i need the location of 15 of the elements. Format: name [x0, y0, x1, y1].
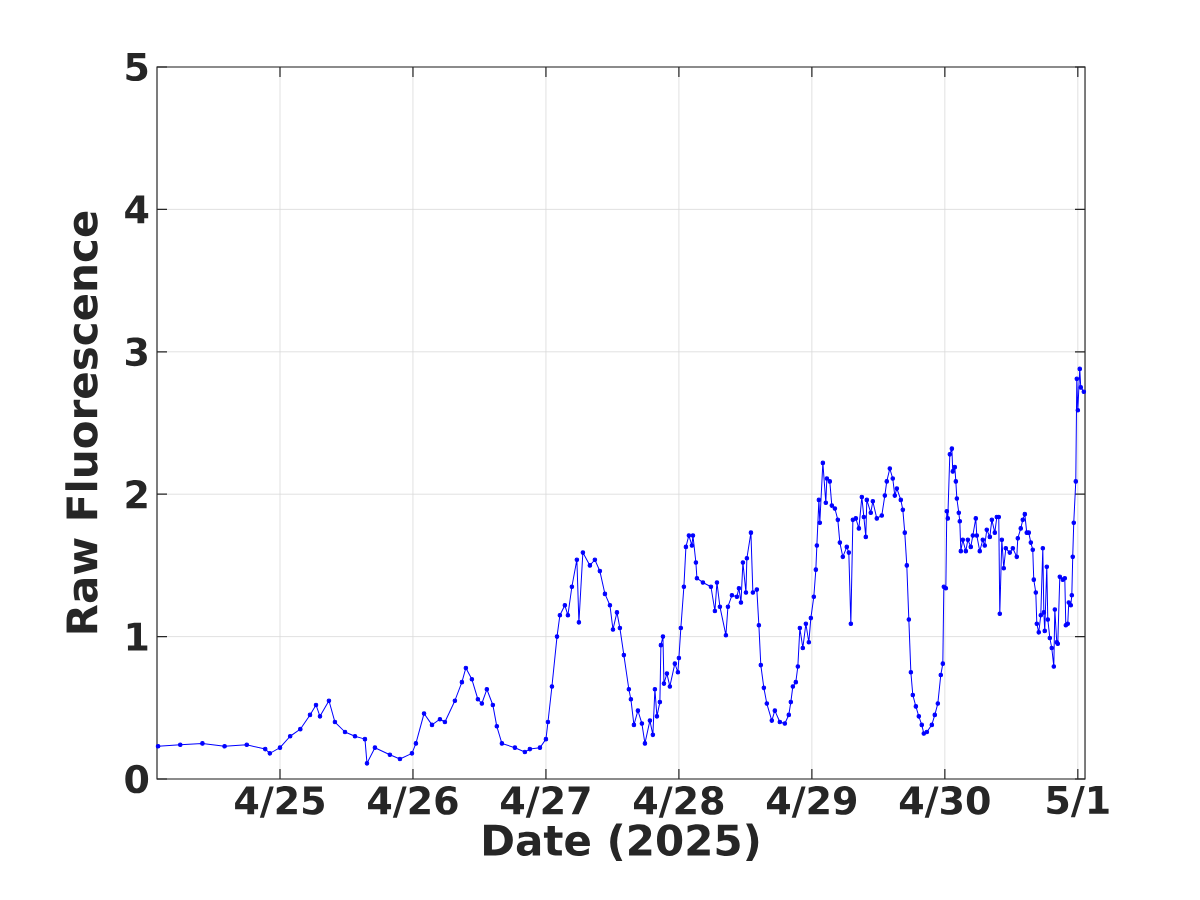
y-tick-label: 2 — [126, 480, 147, 509]
x-tick-label: 4/26 — [368, 786, 458, 818]
x-tick-label: 4/30 — [899, 786, 990, 818]
y-tick-label: 5 — [126, 52, 148, 82]
x-tick-label: 4/27 — [501, 786, 590, 818]
y-tick-label: 3 — [126, 337, 147, 367]
y-tick-label: 4 — [125, 195, 149, 224]
y-tick-label: 1 — [127, 622, 148, 651]
y-tick-label: 0 — [125, 764, 149, 794]
y-axis-title: Raw Fluorescence — [65, 211, 98, 633]
x-tick-label: 5/1 — [1047, 786, 1109, 818]
x-tick-label: 4/25 — [235, 786, 324, 818]
x-tick-label: 4/28 — [634, 786, 724, 818]
x-tick-label: 4/29 — [766, 786, 857, 818]
x-axis-title: Date (2025) — [484, 823, 759, 861]
